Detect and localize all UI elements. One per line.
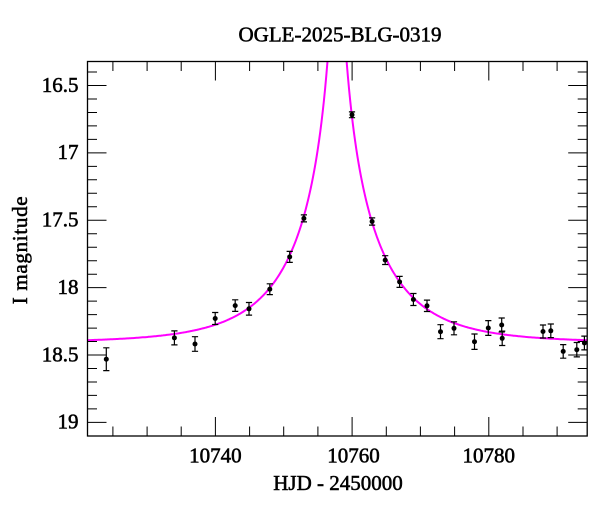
- svg-text:I magnitude: I magnitude: [8, 196, 32, 305]
- svg-text:18.5: 18.5: [42, 342, 79, 366]
- svg-text:18: 18: [58, 275, 79, 299]
- svg-text:OGLE-2025-BLG-0319: OGLE-2025-BLG-0319: [239, 23, 442, 47]
- svg-text:10780: 10780: [463, 444, 516, 468]
- svg-text:HJD - 2450000: HJD - 2450000: [273, 471, 403, 495]
- svg-text:10740: 10740: [189, 444, 242, 468]
- svg-text:10760: 10760: [327, 444, 380, 468]
- svg-text:16.5: 16.5: [42, 73, 79, 97]
- svg-text:17.5: 17.5: [42, 208, 79, 232]
- svg-text:17: 17: [58, 140, 79, 164]
- svg-text:19: 19: [58, 410, 79, 434]
